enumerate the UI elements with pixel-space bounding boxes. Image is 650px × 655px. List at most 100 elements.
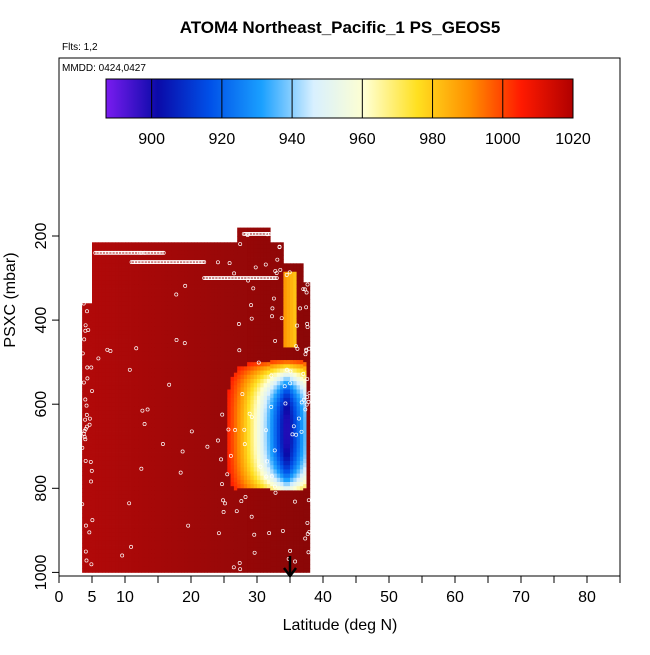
heatmap-cell	[230, 330, 235, 336]
heatmap-cell	[247, 433, 251, 439]
heatmap-cell	[210, 503, 215, 508]
heatmap-cell	[276, 561, 281, 567]
heatmap-cell	[177, 364, 182, 369]
heatmap-cell	[220, 254, 225, 260]
heatmap-cell	[266, 278, 271, 283]
heatmap-cell	[200, 309, 205, 315]
heatmap-cell	[111, 313, 116, 319]
heatmap-cell	[181, 410, 185, 416]
heatmap-cell	[286, 566, 291, 571]
heatmap-cell	[247, 517, 251, 523]
heatmap-cell	[270, 385, 274, 390]
heatmap-cell	[283, 439, 288, 445]
heatmap-cell	[161, 397, 165, 403]
heatmap-cell	[220, 364, 225, 369]
heatmap-cell	[191, 540, 195, 546]
heatmap-cell	[290, 385, 294, 390]
heatmap-cell	[98, 372, 103, 378]
heatmap-cell	[253, 412, 258, 418]
heatmap-cell	[125, 465, 129, 470]
heatmap-cell	[220, 406, 225, 411]
heatmap-cell	[286, 410, 291, 416]
heatmap-cell	[184, 330, 189, 336]
heatmap-cell	[82, 374, 86, 380]
heatmap-cell	[276, 536, 281, 542]
heatmap-cell	[128, 469, 132, 474]
heatmap-cell	[230, 393, 235, 399]
heatmap-cell	[220, 334, 225, 340]
heatmap-cell	[197, 372, 202, 378]
heatmap-cell	[240, 505, 245, 510]
heatmap-cell	[131, 275, 136, 281]
heatmap-cell	[233, 435, 238, 441]
heatmap-cell	[240, 336, 245, 342]
heatmap-cell	[207, 448, 212, 453]
heatmap-cell	[177, 305, 182, 310]
heatmap-cell	[105, 364, 109, 369]
heatmap-cell	[230, 360, 235, 365]
heatmap-cell	[164, 549, 169, 554]
heatmap-cell	[101, 444, 106, 449]
heatmap-cell	[270, 250, 274, 256]
heatmap-cell	[177, 528, 182, 533]
heatmap-cell	[257, 542, 261, 548]
heatmap-cell	[197, 309, 202, 315]
heatmap-cell	[174, 486, 179, 491]
heatmap-cell	[98, 557, 103, 563]
heatmap-cell	[224, 536, 228, 542]
heatmap-cell	[263, 261, 268, 266]
heatmap-cell	[283, 393, 288, 399]
heatmap-cell	[161, 486, 165, 491]
heatmap-cell	[151, 263, 156, 268]
heatmap-cell	[161, 511, 165, 517]
heatmap-cell	[88, 429, 93, 435]
heatmap-cell	[276, 452, 281, 458]
heatmap-cell	[181, 431, 185, 437]
heatmap-cell	[197, 368, 202, 374]
heatmap-cell	[187, 507, 192, 512]
heatmap-cell	[247, 551, 251, 556]
heatmap-cell	[280, 469, 284, 474]
heatmap-cell	[125, 410, 129, 416]
heatmap-cell	[164, 288, 169, 294]
heatmap-cell	[131, 271, 136, 277]
heatmap-cell	[214, 343, 218, 348]
heatmap-cell	[237, 294, 241, 300]
heatmap-cell	[88, 315, 93, 321]
heatmap-cell	[280, 309, 284, 315]
heatmap-cell	[283, 549, 288, 554]
heatmap-cell	[148, 330, 152, 336]
heatmap-cell	[224, 259, 228, 264]
heatmap-cell	[227, 536, 231, 542]
heatmap-cell	[240, 429, 245, 435]
heatmap-cell	[167, 389, 172, 395]
heatmap-cell	[92, 402, 96, 407]
heatmap-cell	[224, 317, 228, 323]
heatmap-cell	[82, 534, 86, 540]
heatmap-cell	[233, 486, 238, 491]
heatmap-cell	[197, 486, 202, 491]
heatmap-cell	[144, 524, 149, 529]
heatmap-cell	[101, 427, 106, 432]
heatmap-cell	[243, 555, 248, 561]
heatmap-cell	[280, 280, 284, 285]
heatmap-cell	[230, 507, 235, 512]
heatmap-cell	[257, 458, 261, 464]
heatmap-cell	[125, 477, 129, 483]
heatmap-cell	[243, 517, 248, 523]
heatmap-cell	[194, 448, 198, 453]
heatmap-cell	[184, 364, 189, 369]
heatmap-cell	[214, 557, 218, 563]
heatmap-cell	[233, 448, 238, 453]
heatmap-cell	[181, 309, 185, 315]
heatmap-cell	[101, 259, 106, 264]
heatmap-cell	[164, 435, 169, 441]
heatmap-cell	[270, 364, 274, 369]
heatmap-cell	[276, 460, 281, 466]
heatmap-cell	[98, 360, 103, 365]
heatmap-cell	[141, 368, 146, 374]
heatmap-cell	[210, 561, 215, 567]
heatmap-cell	[290, 330, 294, 336]
heatmap-cell	[177, 254, 182, 260]
heatmap-cell	[95, 561, 99, 567]
